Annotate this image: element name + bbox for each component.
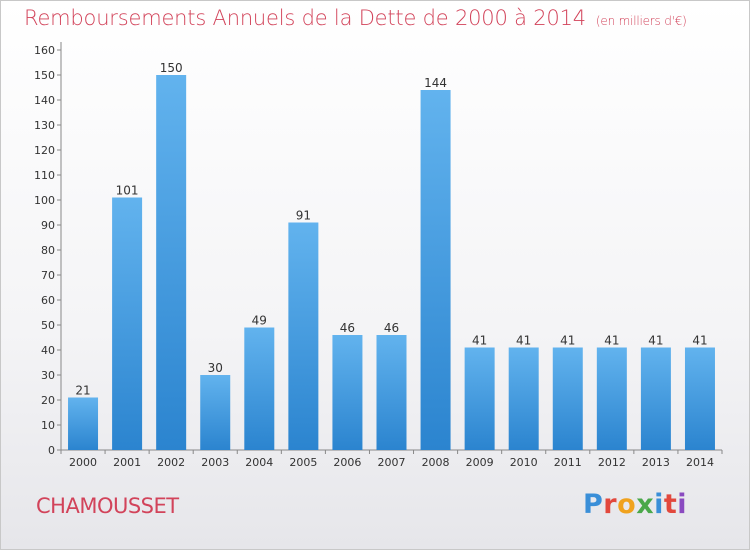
bar-2003 bbox=[200, 375, 231, 450]
value-label-2007: 46 bbox=[384, 321, 399, 335]
x-tick-label-2001: 2001 bbox=[113, 456, 141, 469]
bar-2004 bbox=[244, 327, 275, 450]
logo-letter: t bbox=[663, 489, 678, 520]
y-tick-label: 160 bbox=[34, 44, 55, 57]
x-tick-label-2009: 2009 bbox=[466, 456, 494, 469]
y-tick-label: 140 bbox=[34, 94, 55, 107]
bar-2005 bbox=[288, 222, 319, 450]
x-tick-label-2000: 2000 bbox=[69, 456, 97, 469]
x-axis: 2000 2001 2002 2003 2004 2005 2006 2007 2008 2009… bbox=[60, 449, 723, 469]
x-tick-label-2008: 2008 bbox=[422, 456, 450, 469]
y-tick-label: 50 bbox=[41, 319, 55, 332]
x-tick-label-2012: 2012 bbox=[598, 456, 626, 469]
bar-2000 bbox=[68, 397, 99, 450]
bar-2009 bbox=[464, 347, 495, 450]
value-label-2002: 150 bbox=[160, 61, 183, 75]
y-tick-label: 60 bbox=[41, 294, 55, 307]
value-label-2000: 21 bbox=[75, 384, 90, 398]
value-label-2013: 41 bbox=[648, 334, 663, 348]
y-tick-label: 80 bbox=[41, 244, 55, 257]
bar-2010 bbox=[508, 347, 539, 450]
x-tick-label-2014: 2014 bbox=[686, 456, 714, 469]
value-label-2004: 49 bbox=[252, 314, 267, 328]
value-label-2001: 101 bbox=[116, 184, 139, 198]
value-label-2003: 30 bbox=[208, 361, 223, 375]
value-label-2008: 144 bbox=[424, 76, 447, 90]
y-tick-label: 110 bbox=[34, 169, 55, 182]
y-tick-label: 40 bbox=[41, 344, 55, 357]
bar-2008 bbox=[420, 90, 451, 450]
logo-letter: r bbox=[603, 489, 618, 520]
bar-2001 bbox=[112, 197, 143, 450]
y-tick-label: 10 bbox=[41, 419, 55, 432]
logo-letter: x bbox=[636, 489, 655, 520]
x-tick-label-2006: 2006 bbox=[333, 456, 361, 469]
value-label-2011: 41 bbox=[560, 334, 575, 348]
logo-letter: i bbox=[677, 489, 688, 520]
bar-2011 bbox=[552, 347, 583, 450]
value-label-2005: 91 bbox=[296, 209, 311, 223]
x-tick-label-2002: 2002 bbox=[157, 456, 185, 469]
bar-2012 bbox=[596, 347, 627, 450]
y-tick-label: 30 bbox=[41, 369, 55, 382]
x-tick-label-2011: 2011 bbox=[554, 456, 582, 469]
logo-letter: P bbox=[583, 489, 604, 520]
value-label-2010: 41 bbox=[516, 334, 531, 348]
y-tick-label: 130 bbox=[34, 119, 55, 132]
y-tick-label: 120 bbox=[34, 144, 55, 157]
title-text: Remboursements Annuels de la Dette de 20… bbox=[24, 6, 586, 30]
bar-2013 bbox=[640, 347, 671, 450]
x-tick-label-2007: 2007 bbox=[378, 456, 406, 469]
y-tick-label: 70 bbox=[41, 269, 55, 282]
y-tick-label: 0 bbox=[48, 444, 55, 457]
value-label-2006: 46 bbox=[340, 321, 355, 335]
commune-name: CHAMOUSSET bbox=[36, 494, 179, 518]
x-tick-label-2005: 2005 bbox=[289, 456, 317, 469]
x-tick-label-2013: 2013 bbox=[642, 456, 670, 469]
value-label-2014: 41 bbox=[692, 334, 707, 348]
y-tick-label: 20 bbox=[41, 394, 55, 407]
logo-letter: i bbox=[654, 489, 664, 520]
chart-title: Remboursements Annuels de la Dette de 20… bbox=[24, 6, 687, 30]
logo-letter: o bbox=[617, 489, 637, 520]
bar-2002 bbox=[156, 75, 187, 450]
y-tick-label: 150 bbox=[34, 69, 55, 82]
bar-2006 bbox=[332, 335, 363, 450]
value-label-2009: 41 bbox=[472, 334, 487, 348]
bar-2014 bbox=[684, 347, 715, 450]
proxiti-logo[interactable]: Proxiti bbox=[583, 489, 687, 520]
y-tick-label: 100 bbox=[34, 194, 55, 207]
value-labels: 21 101 150 30 49 91 46 46 144 41 41 41 41 41 41 bbox=[75, 61, 707, 398]
chart-subtitle: (en milliers d'€) bbox=[595, 14, 687, 28]
x-tick-label-2010: 2010 bbox=[510, 456, 538, 469]
bar-2007 bbox=[376, 335, 407, 450]
x-tick-label-2004: 2004 bbox=[245, 456, 273, 469]
value-label-2012: 41 bbox=[604, 334, 619, 348]
x-tick-label-2003: 2003 bbox=[201, 456, 229, 469]
y-axis: 0 10 20 30 40 50 60 70 80 90 100 110 120 130 140 150 160 bbox=[34, 42, 62, 457]
y-tick-label: 90 bbox=[41, 219, 55, 232]
bars bbox=[68, 75, 715, 450]
